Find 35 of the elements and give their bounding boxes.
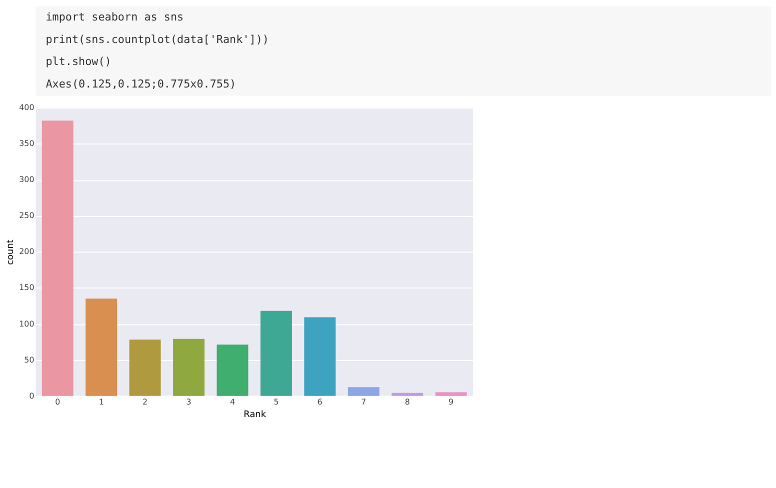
bar (173, 338, 205, 396)
text: print(sns.countplot(data['Rank'])) (46, 32, 269, 46)
y-tick-label: 50 (24, 355, 34, 364)
x-tick-label: 0 (55, 397, 60, 406)
y-axis-title: count (6, 239, 16, 265)
bar (42, 120, 74, 396)
x-tick-label: 5 (274, 397, 279, 406)
text: Axes(0.125,0.125;0.775x0.755) (46, 78, 236, 91)
y-tick-label: 100 (19, 319, 34, 328)
y-tick-label: 200 (19, 247, 34, 256)
y-tick-label: 400 (19, 103, 34, 112)
x-tick-label: 6 (317, 397, 322, 406)
text: import seaborn as sns (46, 10, 184, 24)
bar (392, 392, 424, 396)
x-tick-label: 1 (98, 397, 104, 406)
bar (348, 387, 380, 396)
x-tick-label: 2 (142, 397, 148, 406)
bar (435, 392, 467, 396)
x-axis-title: Rank (244, 410, 267, 420)
text: plt.show() (46, 55, 112, 68)
bar (216, 344, 248, 396)
bar (304, 317, 336, 396)
y-tick-label: 250 (19, 211, 34, 220)
bar (260, 310, 292, 396)
x-tick-label: 9 (448, 397, 454, 406)
x-tick-label: 3 (186, 397, 192, 406)
y-tick-label: 350 (19, 139, 34, 148)
bar (129, 340, 161, 396)
y-tick-label: 300 (19, 175, 34, 184)
y-tick-label: 150 (19, 283, 34, 292)
x-tick-label: 7 (361, 397, 366, 406)
bar (86, 298, 118, 396)
y-tick-label: 0 (29, 391, 34, 400)
x-tick-label: 4 (230, 397, 236, 406)
x-tick-label: 8 (404, 397, 410, 406)
